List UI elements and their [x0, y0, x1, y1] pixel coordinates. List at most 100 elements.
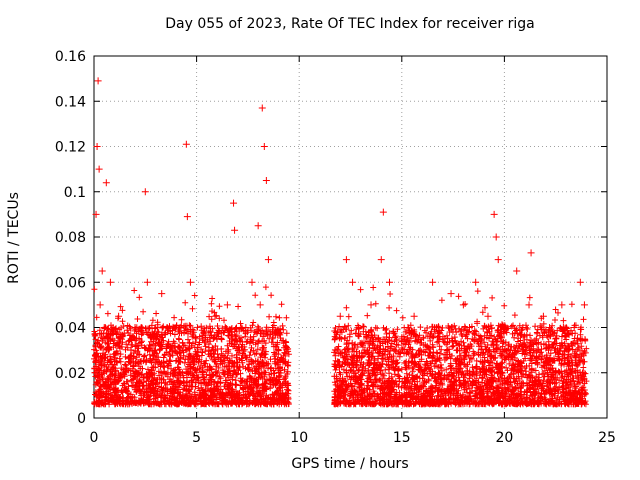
data-point	[570, 324, 578, 331]
data-point	[404, 324, 412, 331]
data-point	[576, 278, 584, 286]
data-point	[500, 324, 508, 331]
data-point	[519, 324, 527, 331]
data-point	[527, 249, 535, 257]
data-point	[398, 335, 406, 343]
data-point	[564, 346, 572, 354]
x-tick-label: 0	[90, 430, 99, 446]
data-point	[492, 233, 500, 241]
data-point	[453, 346, 461, 354]
data-point	[275, 346, 283, 354]
data-point	[281, 357, 289, 365]
data-point	[91, 369, 99, 377]
data-point	[367, 301, 375, 309]
data-point	[111, 357, 119, 365]
data-point	[231, 226, 239, 234]
data-point	[377, 256, 385, 264]
data-point	[525, 301, 533, 309]
data-point	[104, 346, 112, 354]
data-point	[95, 165, 103, 173]
data-point	[94, 77, 102, 85]
data-point	[93, 143, 101, 150]
data-point	[435, 324, 443, 331]
data-point	[223, 301, 231, 309]
x-tick-label: 20	[495, 430, 513, 446]
y-tick-label: 0.12	[55, 140, 86, 156]
data-point	[478, 335, 486, 343]
data-point	[392, 346, 400, 354]
data-point	[513, 267, 521, 275]
data-point	[131, 324, 139, 331]
x-tick-label: 25	[598, 430, 616, 446]
data-point	[416, 346, 424, 354]
y-tick-label: 0.14	[55, 94, 86, 110]
data-point	[230, 199, 238, 207]
data-point	[552, 335, 560, 343]
data-point	[121, 369, 129, 377]
data-point	[466, 324, 474, 331]
y-tick-label: 0.16	[55, 49, 86, 65]
y-tick-label: 0	[77, 411, 86, 427]
data-point	[379, 208, 387, 216]
data-point	[127, 346, 135, 354]
data-point	[152, 346, 160, 354]
data-point	[447, 290, 455, 298]
data-point	[349, 278, 357, 286]
data-point	[269, 324, 277, 331]
data-point	[490, 210, 498, 218]
data-point	[539, 312, 547, 320]
y-tick-label: 0.08	[55, 230, 86, 246]
data-point	[100, 324, 108, 331]
data-point	[546, 324, 554, 331]
data-point	[102, 179, 110, 187]
data-point	[115, 312, 123, 320]
data-point	[264, 256, 272, 264]
data-point	[164, 369, 172, 377]
data-point	[193, 369, 201, 377]
y-tick-label: 0.1	[64, 185, 86, 201]
data-point	[459, 301, 467, 309]
data-point	[332, 346, 340, 354]
data-point	[143, 278, 151, 286]
data-point	[158, 290, 166, 298]
data-point	[262, 176, 270, 184]
data-point	[199, 335, 207, 343]
data-point	[410, 312, 418, 320]
data-point	[98, 267, 106, 275]
y-tick-label: 0.04	[55, 321, 86, 337]
data-point	[422, 357, 430, 365]
data-point	[147, 369, 155, 377]
data-point	[106, 278, 114, 286]
data-point	[92, 210, 100, 218]
data-point	[256, 301, 264, 309]
data-point	[441, 335, 449, 343]
data-point	[248, 278, 256, 286]
data-point	[336, 312, 344, 320]
data-point	[507, 346, 515, 354]
x-tick-label: 15	[393, 430, 411, 446]
dense-point-cloud	[91, 284, 590, 408]
data-point	[96, 301, 104, 309]
data-point	[236, 346, 244, 354]
data-point	[260, 143, 268, 150]
data-point	[137, 357, 145, 365]
data-point	[176, 324, 184, 331]
data-point	[170, 346, 178, 354]
data-point	[258, 104, 266, 112]
data-point	[182, 140, 190, 148]
x-tick-label: 10	[290, 430, 308, 446]
data-point	[254, 222, 262, 230]
x-tick-label: 5	[192, 430, 201, 446]
data-point	[580, 301, 588, 309]
data-point	[472, 278, 480, 286]
data-point	[361, 346, 369, 354]
data-point	[385, 278, 393, 286]
data-point	[141, 188, 149, 196]
y-tick-label: 0.02	[55, 366, 86, 382]
data-point	[429, 278, 437, 286]
data-point	[494, 256, 502, 264]
data-point	[211, 312, 219, 320]
data-point	[217, 357, 225, 365]
data-point	[533, 346, 541, 354]
